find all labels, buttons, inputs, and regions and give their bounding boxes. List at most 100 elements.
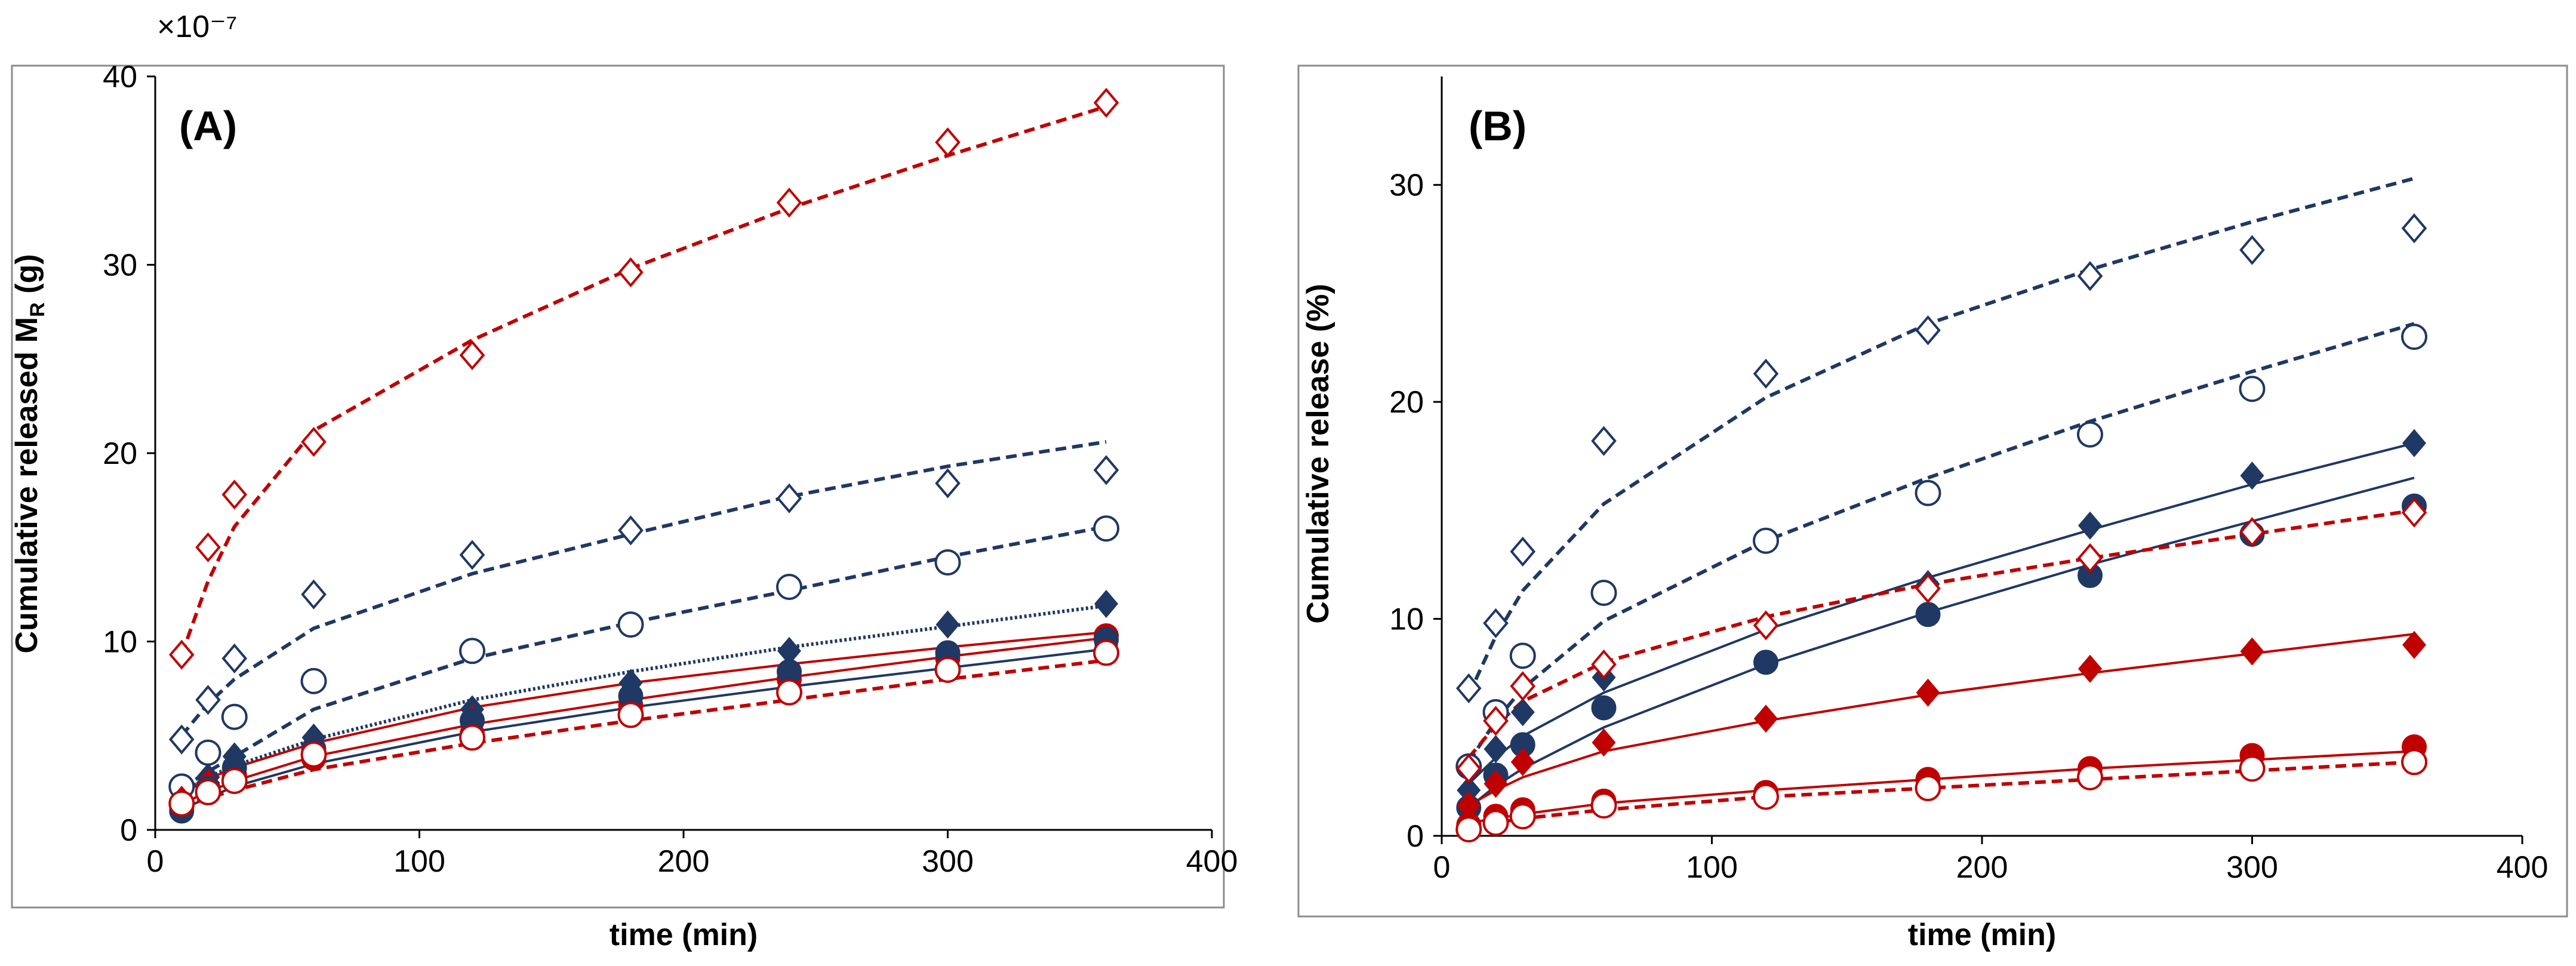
panel-b-data-point: [1509, 803, 1536, 830]
panel-b-data-point: [2239, 376, 2266, 402]
panel-a-data-point: [617, 611, 644, 638]
panel-b-data-point: [2401, 497, 2427, 528]
panel-b-data-point: [1753, 610, 1779, 641]
panel-a-y-tick-label: 0: [120, 813, 137, 848]
panel-b-y-axis-title: Cumulative release (%): [1301, 284, 1335, 623]
panel-b-data-point: [1591, 695, 1617, 721]
panel-a-x-tick-label: 400: [1186, 844, 1238, 879]
panel-b-data-point: [2239, 517, 2265, 547]
panel-b-x-tick-label: 300: [2226, 850, 2278, 885]
panel-a-x-tick-label: 200: [658, 844, 710, 879]
panel-b-data-point: [1916, 678, 1940, 707]
panel-a-data-point: [1093, 515, 1119, 542]
panel-a-data-point: [195, 779, 221, 805]
panel-a-data-point: [1093, 88, 1119, 118]
panel-b-data-point: [1455, 816, 1482, 843]
panel-a-x-axis-title: time (min): [610, 918, 758, 952]
panel-b-data-point: [1915, 602, 1941, 627]
panel-b-y-tick-label: 10: [1389, 602, 1424, 637]
panel-a-data-point: [776, 187, 802, 218]
panel-a-data-point: [935, 610, 960, 639]
panel-b-data-point: [2078, 654, 2103, 683]
panel-a-y-axis-title: Cumulative released MR (g): [10, 254, 49, 654]
panel-a-frame: [11, 64, 1225, 909]
panel-a-data-point: [618, 515, 644, 546]
panel-b-data-point: [1510, 536, 1536, 567]
panel-b-data-point: [1510, 671, 1536, 702]
panel-a-y-tick-label: 20: [103, 436, 137, 471]
panel-b-data-point: [2239, 755, 2266, 782]
panel-b-data-point: [1483, 608, 1509, 638]
panel-b-x-tick-label: 0: [1433, 850, 1451, 885]
panel-b-fit-line: [1467, 176, 2415, 696]
panel-b-data-point: [1915, 479, 1941, 506]
panel-b-data-point: [2239, 235, 2265, 265]
panel-a-data-point: [776, 679, 802, 706]
panel-a-y-tick-label: 30: [103, 248, 137, 283]
panel-b-data-point: [1484, 770, 1508, 798]
panel-a-data-point: [1094, 589, 1119, 618]
panel-a-data-point: [168, 790, 195, 817]
panel-b-label: (B): [1469, 103, 1526, 149]
panel-b-data-point: [1591, 426, 1617, 456]
panel-b-y-tick-label: 0: [1407, 819, 1424, 854]
panel-a-data-point: [459, 638, 485, 664]
panel-b-data-point: [2401, 749, 2427, 776]
panel-b-data-point: [1455, 673, 1482, 703]
panel-a-data-point: [1093, 639, 1119, 666]
panel-b-y-tick-label: 20: [1389, 385, 1424, 420]
panel-b-data-point: [1484, 735, 1508, 764]
panel-a-data-point: [221, 643, 248, 673]
panel-a-data-point: [1093, 455, 1119, 485]
panel-b-data-point: [2240, 462, 2264, 490]
panel-b-data-point: [2401, 213, 2427, 244]
panel-a-data-point: [935, 468, 961, 499]
panel-b-data-point: [1509, 642, 1536, 669]
panel-a-y-tick-label: 10: [103, 625, 137, 660]
panel-b-y-tick-label: 30: [1389, 168, 1424, 203]
panel-b-x-tick-label: 400: [2497, 850, 2549, 885]
panel-b-data-point: [1510, 698, 1535, 727]
panel-b-data-point: [1753, 783, 1779, 810]
panel-b-data-point: [1592, 728, 1616, 757]
panel-a-data-point: [934, 549, 961, 576]
panel-a-data-point: [301, 579, 327, 610]
panel-a-data-point: [459, 340, 485, 371]
panel-a-data-point: [195, 532, 221, 562]
panel-a-label: (A): [179, 103, 237, 149]
panel-b-data-point: [1915, 775, 1941, 802]
panel-a-data-point: [300, 741, 327, 768]
panel-b-x-tick-label: 100: [1686, 850, 1738, 885]
panel-b-data-point: [1915, 315, 1941, 346]
panel-b-data-point: [1753, 704, 1778, 733]
panel-a-x-tick-label: 0: [147, 844, 164, 879]
panel-b-data-point: [2077, 764, 2103, 790]
panel-a-chart: 0 100 200 300 400 0 10 20 30 40 (A) time (min) Cumul…: [10, 10, 1238, 952]
panel-a-scale-factor: ×10⁻⁷: [157, 10, 237, 44]
panel-b-x-tick-label: 200: [1956, 850, 2008, 885]
panel-a-data-point: [221, 703, 248, 730]
panel-a-data-point: [300, 667, 327, 694]
panel-a-data-point: [776, 574, 802, 601]
panel-b-data-point: [1510, 747, 1535, 776]
panel-b-data-point: [2401, 324, 2427, 350]
panel-a-data-point: [221, 479, 248, 510]
panel-b-data-point: [1753, 358, 1779, 389]
panel-a-x-tick-label: 300: [922, 844, 974, 879]
panel-a-data-point: [618, 257, 644, 288]
panel-b-data-point: [2402, 630, 2427, 659]
panel-b-data-point: [1753, 650, 1778, 675]
panel-b-data-point: [2077, 421, 2103, 448]
panel-b-data-point: [2077, 261, 2103, 291]
panel-b-data-point: [1590, 579, 1617, 606]
panel-a-data-point: [168, 639, 195, 670]
panel-b-data-point: [2077, 543, 2103, 573]
panel-b-data-point: [1455, 753, 1482, 784]
panel-a-data-point: [221, 767, 248, 794]
panel-a-data-point: [935, 127, 961, 158]
panel-a-x-tick-label: 100: [393, 844, 445, 879]
panel-a-data-point: [195, 685, 221, 715]
panel-a-data-point: [617, 702, 644, 728]
